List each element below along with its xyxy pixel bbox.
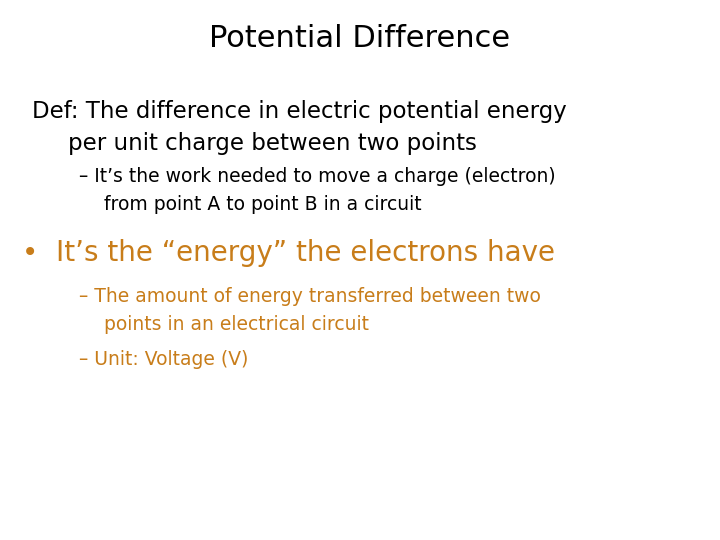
Text: points in an electrical circuit: points in an electrical circuit bbox=[104, 315, 369, 334]
Text: – It’s the work needed to move a charge (electron): – It’s the work needed to move a charge … bbox=[79, 167, 556, 186]
Text: Potential Difference: Potential Difference bbox=[210, 24, 510, 53]
Text: Def: The difference in electric potential energy: Def: The difference in electric potentia… bbox=[32, 100, 567, 123]
Text: – The amount of energy transferred between two: – The amount of energy transferred betwe… bbox=[79, 287, 541, 306]
Text: from point A to point B in a circuit: from point A to point B in a circuit bbox=[104, 195, 422, 214]
Text: – Unit: Voltage (V): – Unit: Voltage (V) bbox=[79, 350, 248, 369]
Text: •  It’s the “energy” the electrons have: • It’s the “energy” the electrons have bbox=[22, 239, 554, 267]
Text: per unit charge between two points: per unit charge between two points bbox=[68, 132, 477, 156]
